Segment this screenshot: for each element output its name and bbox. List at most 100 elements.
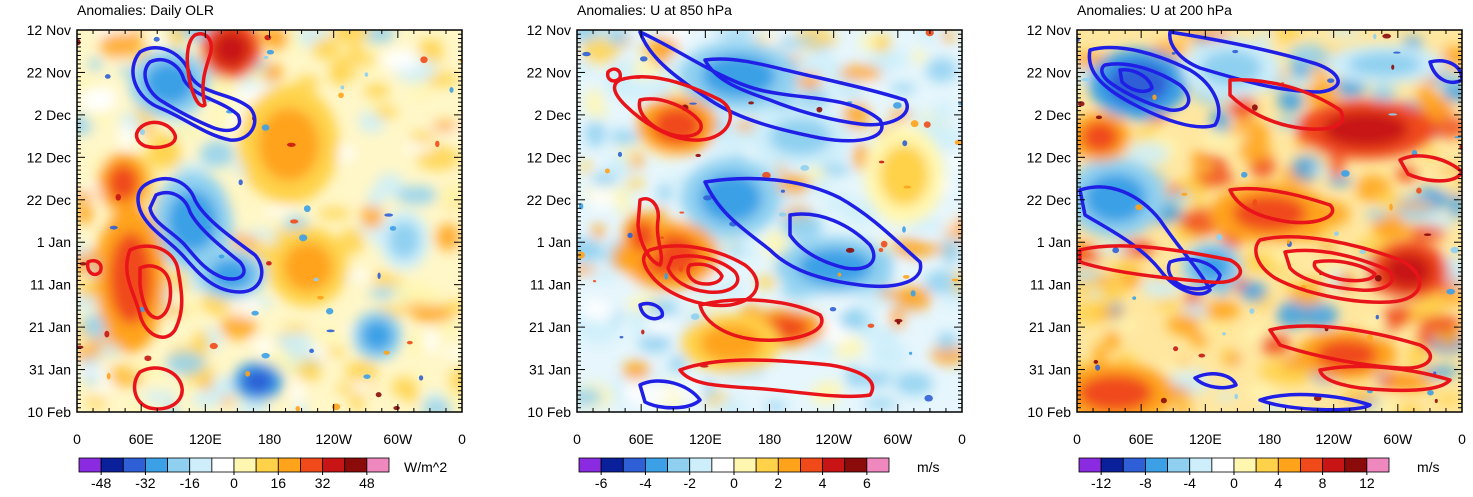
x-tick-label: 180 — [758, 431, 782, 447]
colorbar-swatch — [189, 457, 213, 473]
y-tick-label: 12 Dec — [1027, 149, 1071, 165]
negative-contour — [1258, 392, 1372, 412]
colorbar-label: 4 — [819, 475, 827, 491]
colorbar-label: -48 — [91, 475, 111, 491]
colorbar-swatch — [733, 457, 757, 473]
colorbar-swatch — [344, 457, 368, 473]
x-tick-label: 180 — [258, 431, 282, 447]
y-tick-label: 2 Dec — [534, 107, 571, 123]
colorbar-swatch — [1300, 457, 1323, 473]
colorbar-swatch — [800, 457, 823, 473]
negative-contour — [638, 30, 884, 143]
positive-contour — [636, 197, 664, 267]
y-tick-label: 11 Jan — [30, 277, 71, 293]
x-tick-label: 0 — [958, 431, 966, 447]
x-tick-label: 120E — [189, 431, 222, 447]
y-tick-label: 22 Dec — [1027, 192, 1071, 208]
y-tick-label: 12 Dec — [527, 149, 571, 165]
colorbar-swatch — [844, 457, 868, 473]
positive-contour — [134, 120, 177, 150]
colorbar-label: 0 — [1230, 475, 1238, 491]
positive-contour — [1078, 244, 1243, 285]
positive-contour — [1312, 259, 1377, 283]
y-tick-label: 2 Dec — [1034, 107, 1071, 123]
colorbar-unit: m/s — [917, 459, 940, 475]
x-tick-label: 120W — [1315, 431, 1352, 447]
y-tick-label: 12 Nov — [1027, 22, 1071, 38]
positive-contour — [85, 259, 103, 277]
colorbar-swatch — [622, 457, 646, 473]
colorbar-unit: W/m^2 — [404, 459, 447, 475]
negative-contour — [703, 176, 923, 289]
y-tick-label: 31 Jan — [529, 362, 571, 378]
colorbar-swatch — [300, 457, 323, 473]
x-tick-label: 60E — [629, 431, 654, 447]
x-tick-label: 60E — [1129, 431, 1154, 447]
negative-contour — [148, 190, 246, 281]
colorbar-label: -32 — [135, 475, 155, 491]
colorbar-label: -4 — [639, 475, 652, 491]
panel-u850: Anomalies: U at 850 hPa 12 Nov 22 Nov 2 De… — [527, 2, 966, 491]
colorbar-swatch — [1233, 457, 1257, 473]
colorbar-swatch — [1122, 457, 1146, 473]
y-tick-label: 21 Jan — [1029, 319, 1071, 335]
panel-u200: Anomalies: U at 200 hPa 12 Nov 22 Nov 2 De… — [1027, 2, 1466, 491]
negative-contour — [1078, 185, 1212, 296]
colorbar-label: -4 — [1183, 475, 1196, 491]
colorbar-swatch — [1255, 457, 1279, 473]
colorbar-swatch — [777, 457, 801, 473]
negative-contour — [1118, 68, 1154, 94]
y-tick-label: 11 Jan — [1030, 277, 1071, 293]
colorbar-label: 0 — [230, 475, 238, 491]
colorbar-swatch — [1145, 457, 1168, 473]
x-tick-label: 180 — [1258, 431, 1282, 447]
x-tick-label: 120W — [815, 431, 852, 447]
colorbar-swatch — [1322, 457, 1346, 473]
colorbar-swatch — [1366, 457, 1390, 473]
positive-contour — [132, 366, 184, 411]
positive-contour — [1268, 324, 1433, 370]
colorbar-swatch — [1277, 457, 1301, 473]
panel-title: Anomalies: U at 850 hPa — [577, 2, 732, 18]
y-tick-label: 2 Dec — [34, 107, 71, 123]
y-tick-label: 22 Nov — [27, 64, 71, 80]
colorbar-swatch — [100, 457, 124, 473]
colorbar-label: 12 — [1359, 475, 1375, 491]
x-tick-label: 120E — [689, 431, 722, 447]
colorbar-label: 48 — [359, 475, 375, 491]
negative-contour — [1428, 59, 1462, 84]
y-tick-label: 10 Feb — [27, 404, 71, 420]
colorbar-swatch — [1167, 457, 1191, 473]
positive-contour — [605, 67, 623, 83]
colorbar-label: 8 — [1319, 475, 1327, 491]
colorbar-label: 16 — [270, 475, 286, 491]
positive-contour — [686, 262, 724, 286]
heatmap-field — [77, 30, 462, 412]
x-tick-label: 60W — [1383, 431, 1413, 447]
negative-contour — [1166, 257, 1222, 291]
colorbar-swatch — [122, 457, 146, 473]
y-tick-label: 22 Dec — [27, 192, 71, 208]
y-tick-label: 10 Feb — [1027, 404, 1071, 420]
colorbar-swatch — [755, 457, 779, 473]
positive-contour — [185, 32, 213, 108]
positive-contour — [678, 358, 875, 399]
y-tick-label: 10 Feb — [527, 404, 571, 420]
colorbar-swatch — [689, 457, 713, 473]
colorbar-swatch — [866, 457, 890, 473]
negative-contour — [788, 212, 876, 271]
colorbar-label: 0 — [730, 475, 738, 491]
panel-olr: Anomalies: Daily OLR 12 Nov 22 Nov 2 Dec 12… — [27, 2, 466, 491]
colorbar-swatch — [578, 457, 602, 473]
colorbar-swatch — [600, 457, 624, 473]
positive-contour — [666, 254, 740, 294]
colorbar-swatch — [711, 457, 735, 473]
colorbar-swatch — [1100, 457, 1124, 473]
panel-title: Anomalies: Daily OLR — [77, 2, 214, 18]
colorbar-swatch — [322, 457, 346, 473]
y-tick-label: 31 Jan — [1029, 362, 1071, 378]
colorbar-swatch — [1078, 457, 1102, 473]
positive-contour — [1228, 78, 1345, 131]
y-tick-label: 22 Nov — [1027, 64, 1071, 80]
